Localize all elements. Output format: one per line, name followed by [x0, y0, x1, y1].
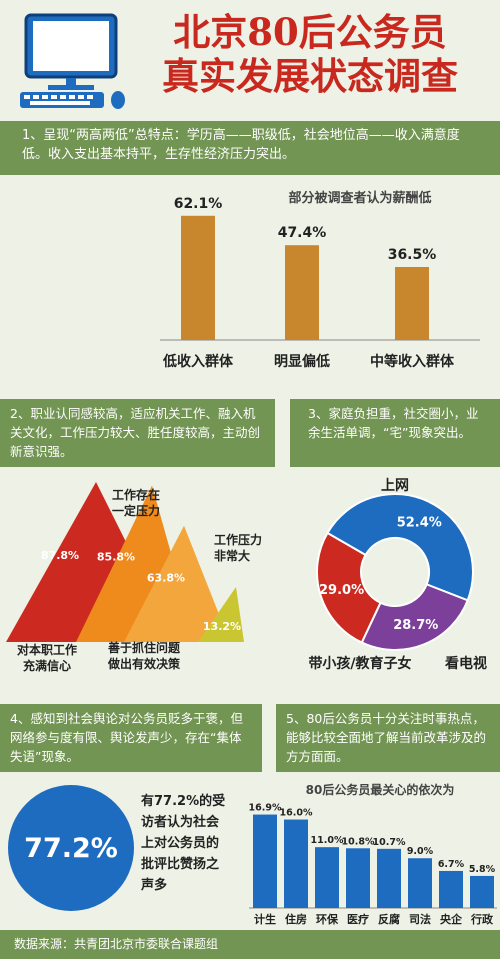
concern-value-7: 5.8%: [469, 864, 496, 875]
bar-1: [285, 245, 319, 340]
donut-category-2: 看电视: [444, 655, 487, 672]
section-2-banner: 2、职业认同感较高，适应机关工作、融入机关文化，工作压力较大、胜任度较高，主动创…: [0, 399, 275, 467]
concern-category-1: 住房: [285, 912, 307, 926]
section-5-banner: 5、80后公务员十分关注时事热点，能够比较全面地了解当前改革涉及的方方面面。: [276, 704, 500, 772]
section-1-banner: 1、呈现“两高两低”总特点：学历高——职级低，社会地位高——收入满意度低。收入支…: [0, 121, 500, 175]
category-label-2: 中等收入群体: [370, 353, 455, 370]
category-label-0: 低收入群体: [162, 353, 234, 370]
bar-2: [395, 267, 429, 340]
concern-category-3: 医疗: [347, 912, 369, 926]
concern-bar-6: [439, 870, 463, 908]
concern-bar-5: [408, 858, 432, 908]
donut-slice-2: [360, 583, 469, 651]
title-line-1: 北京80后公务员: [173, 10, 447, 54]
criticism-stat-circle: 77.2%: [8, 785, 134, 911]
donut-slice-1: [316, 531, 382, 644]
concern-value-0: 16.9%: [249, 803, 282, 814]
concerns-bar-chart: 80后公务员最关心的依次为 16.9% 计生 16.0% 住房 11.0% 环保 10.8% 医…: [249, 782, 497, 926]
pressure-triangle-3: [198, 587, 244, 642]
concern-value-6: 6.7%: [438, 859, 465, 870]
concern-value-4: 10.7%: [373, 837, 406, 848]
donut-value-2: 28.7%: [393, 618, 438, 633]
bar-label-1: 47.4%: [278, 225, 327, 241]
donut-category-1: 带小孩/教育子女: [308, 655, 411, 672]
computer-icon: [18, 12, 130, 110]
bar-label-0: 62.1%: [174, 196, 223, 212]
chart-title: 部分被调查者认为薪酬低: [288, 190, 431, 206]
concern-bar-4: [377, 848, 401, 908]
salary-bar-chart: 部分被调查者认为薪酬低 62.1% 低收入群体 47.4% 明显偏低 36.5% 中等收入群…: [160, 190, 480, 370]
section-3-banner: 3、家庭负担重，社交圈小，业余生活单调，“宅”现象突出。: [290, 399, 500, 467]
pressure-triangle-chart: 87.8% 85.8% 63.8% 13.2%: [6, 482, 244, 642]
concern-category-7: 行政: [470, 912, 494, 926]
label-high-pressure: 工作压力 非常大: [214, 533, 263, 563]
triangle-label-0: 87.8%: [41, 549, 79, 562]
triangle-label-2: 63.8%: [147, 572, 185, 585]
donut-value-0: 52.4%: [397, 516, 442, 531]
concern-bar-1: [284, 819, 308, 908]
donut-category-0: 上网: [381, 478, 409, 494]
criticism-percent: 77.2%: [24, 832, 118, 864]
concern-category-4: 反腐: [378, 912, 400, 926]
concern-bar-3: [346, 848, 370, 908]
concern-bar-7: [470, 875, 494, 908]
triangle-label-1: 85.8%: [97, 551, 135, 564]
concern-category-0: 计生: [254, 912, 276, 926]
label-decision: 善于抓住问题 做出有效决策: [108, 641, 181, 671]
concern-bar-0: [253, 814, 277, 908]
label-work-pressure: 工作存在 一定压力: [112, 488, 161, 518]
title-line-2: 真实发展状态调查: [162, 54, 458, 98]
donut-slice-0: [326, 493, 475, 602]
category-label-1: 明显偏低: [274, 353, 330, 370]
concern-category-5: 司法: [409, 912, 431, 926]
concern-category-2: 环保: [316, 912, 339, 926]
donut-value-1: 29.0%: [319, 583, 364, 598]
pressure-triangle-2: [124, 525, 230, 642]
criticism-text: 有77.2%的受 访者认为社会 上对公务员的 批评比赞扬之 声多: [141, 794, 226, 893]
bar-label-2: 36.5%: [388, 247, 437, 263]
concern-value-3: 10.8%: [342, 836, 375, 847]
label-confidence: 对本职工作 充满信心: [16, 643, 77, 673]
triangle-label-3: 13.2%: [203, 620, 241, 633]
chart-title: 80后公务员最关心的依次为: [306, 782, 455, 797]
data-source: 数据来源：共青团北京市委联合课题组: [0, 930, 500, 959]
concern-value-5: 9.0%: [407, 846, 434, 857]
concern-value-1: 16.0%: [280, 808, 313, 819]
section-4-banner: 4、感知到社会舆论对公务员贬多于褒，但网络参与度有限、舆论发声少，存在“集体失语…: [0, 704, 262, 772]
page-title: 北京80后公务员 真实发展状态调查: [130, 10, 490, 98]
concern-category-6: 央企: [440, 912, 463, 926]
concern-bar-2: [315, 847, 339, 908]
bar-0: [181, 215, 215, 340]
concern-value-2: 11.0%: [311, 835, 344, 846]
